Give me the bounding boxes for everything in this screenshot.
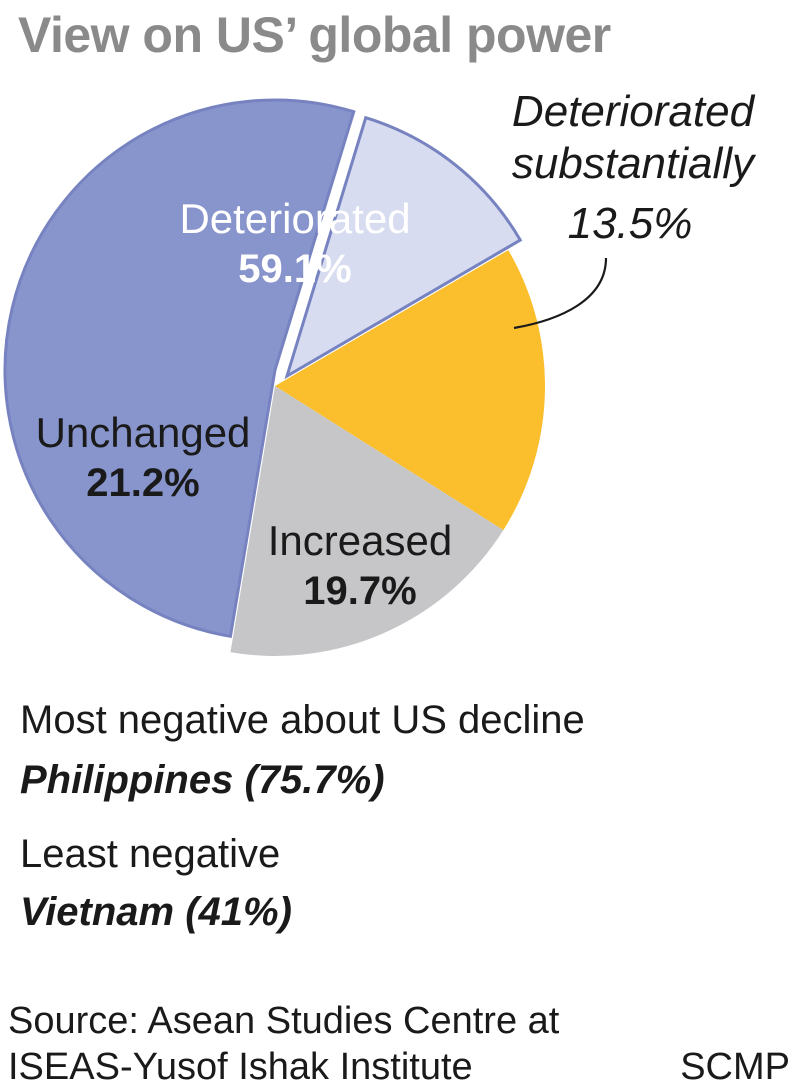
callout-line-1: Deteriorated (511, 87, 755, 136)
slice-deteriorated (3, 98, 356, 639)
slice-deteriorated-substantially (284, 115, 523, 380)
slice-unchanged (230, 386, 504, 656)
chart-title: View on US’ global power (18, 7, 611, 63)
non-deteriorated-group (230, 250, 545, 656)
callout-label: Deteriorated substantially (498, 86, 768, 190)
deteriorated-group (3, 98, 523, 639)
slice-name-deteriorated: Deteriorated (179, 195, 411, 242)
slice-label-deteriorated: Deteriorated 59.1% (150, 194, 440, 294)
slice-increased (275, 250, 545, 531)
least-negative-heading: Least negative (20, 832, 281, 876)
source-line-1: Source: Asean Studies Centre at (8, 1000, 560, 1042)
callout-leader-line (513, 257, 608, 330)
slice-value-increased: 19.7% (303, 569, 417, 613)
slice-name-unchanged: Unchanged (35, 409, 251, 456)
source-note: Source: Asean Studies Centre at ISEAS-Yu… (8, 998, 559, 1090)
pie-chart (3, 98, 608, 656)
credit-label: SCMP (680, 1046, 790, 1088)
most-negative-heading: Most negative about US decline (20, 698, 585, 742)
callout-line-2: substantially (511, 139, 755, 188)
slice-name-increased: Increased (267, 517, 453, 564)
slice-label-unchanged: Unchanged 21.2% (18, 408, 268, 508)
least-negative-value: Vietnam (41%) (20, 890, 292, 934)
slice-label-increased: Increased 19.7% (250, 516, 470, 616)
slice-value-deteriorated: 59.1% (238, 247, 352, 291)
most-negative-value: Philippines (75.7%) (20, 758, 385, 802)
source-line-2: ISEAS-Yusof Ishak Institute (8, 1046, 473, 1088)
callout-value: 13.5% (567, 199, 693, 248)
slice-value-unchanged: 21.2% (86, 461, 200, 505)
